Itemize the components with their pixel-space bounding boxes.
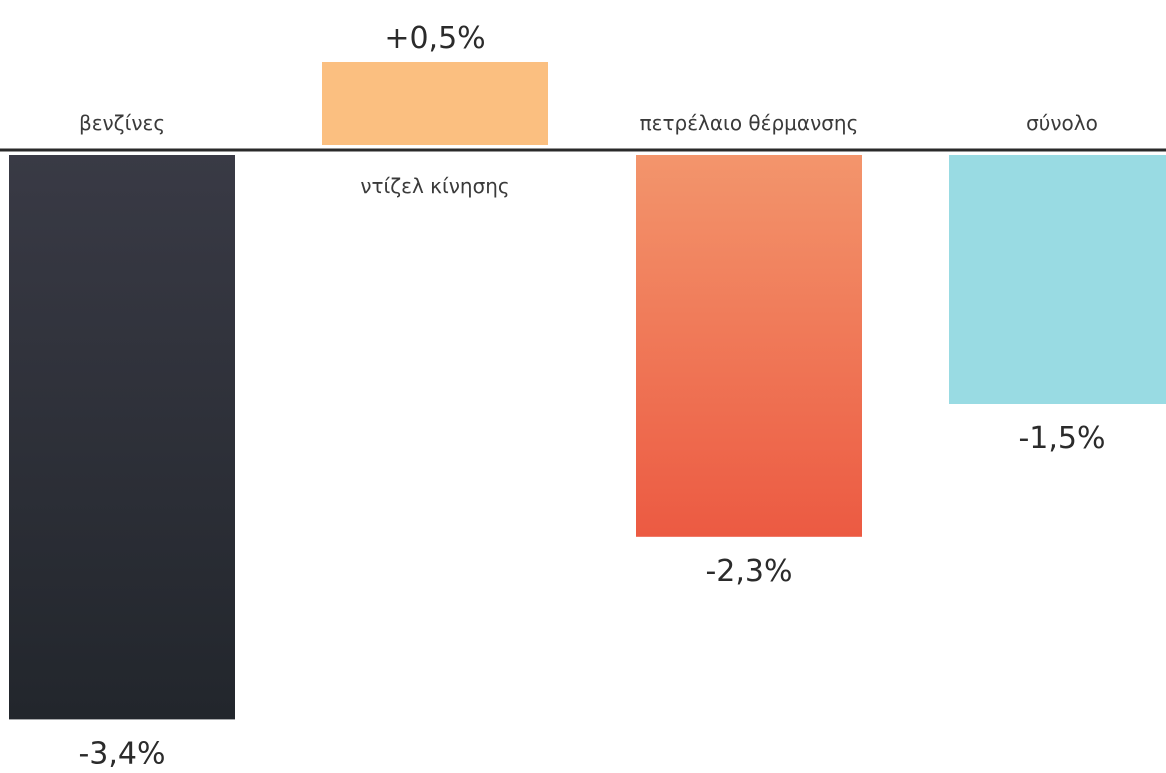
value-label-0: -3,4% <box>78 736 165 771</box>
bar-2 <box>636 155 862 537</box>
bars-group <box>9 62 1166 720</box>
bar-1 <box>322 62 548 145</box>
value-label-1: +0,5% <box>384 21 485 56</box>
bar-3 <box>949 155 1166 404</box>
category-label-3: σύνολο <box>1026 111 1098 135</box>
category-label-1: ντίζελ κίνησης <box>360 174 509 198</box>
category-label-2: πετρέλαιο θέρμανσης <box>640 111 859 135</box>
bar-0 <box>9 155 235 720</box>
value-label-2: -2,3% <box>705 554 792 589</box>
category-label-0: βενζίνες <box>79 111 165 135</box>
value-label-3: -1,5% <box>1018 421 1105 456</box>
labels-group: βενζίνες -3,4% ντίζελ κίνησης +0,5% πετρέλαι… <box>78 21 1105 771</box>
